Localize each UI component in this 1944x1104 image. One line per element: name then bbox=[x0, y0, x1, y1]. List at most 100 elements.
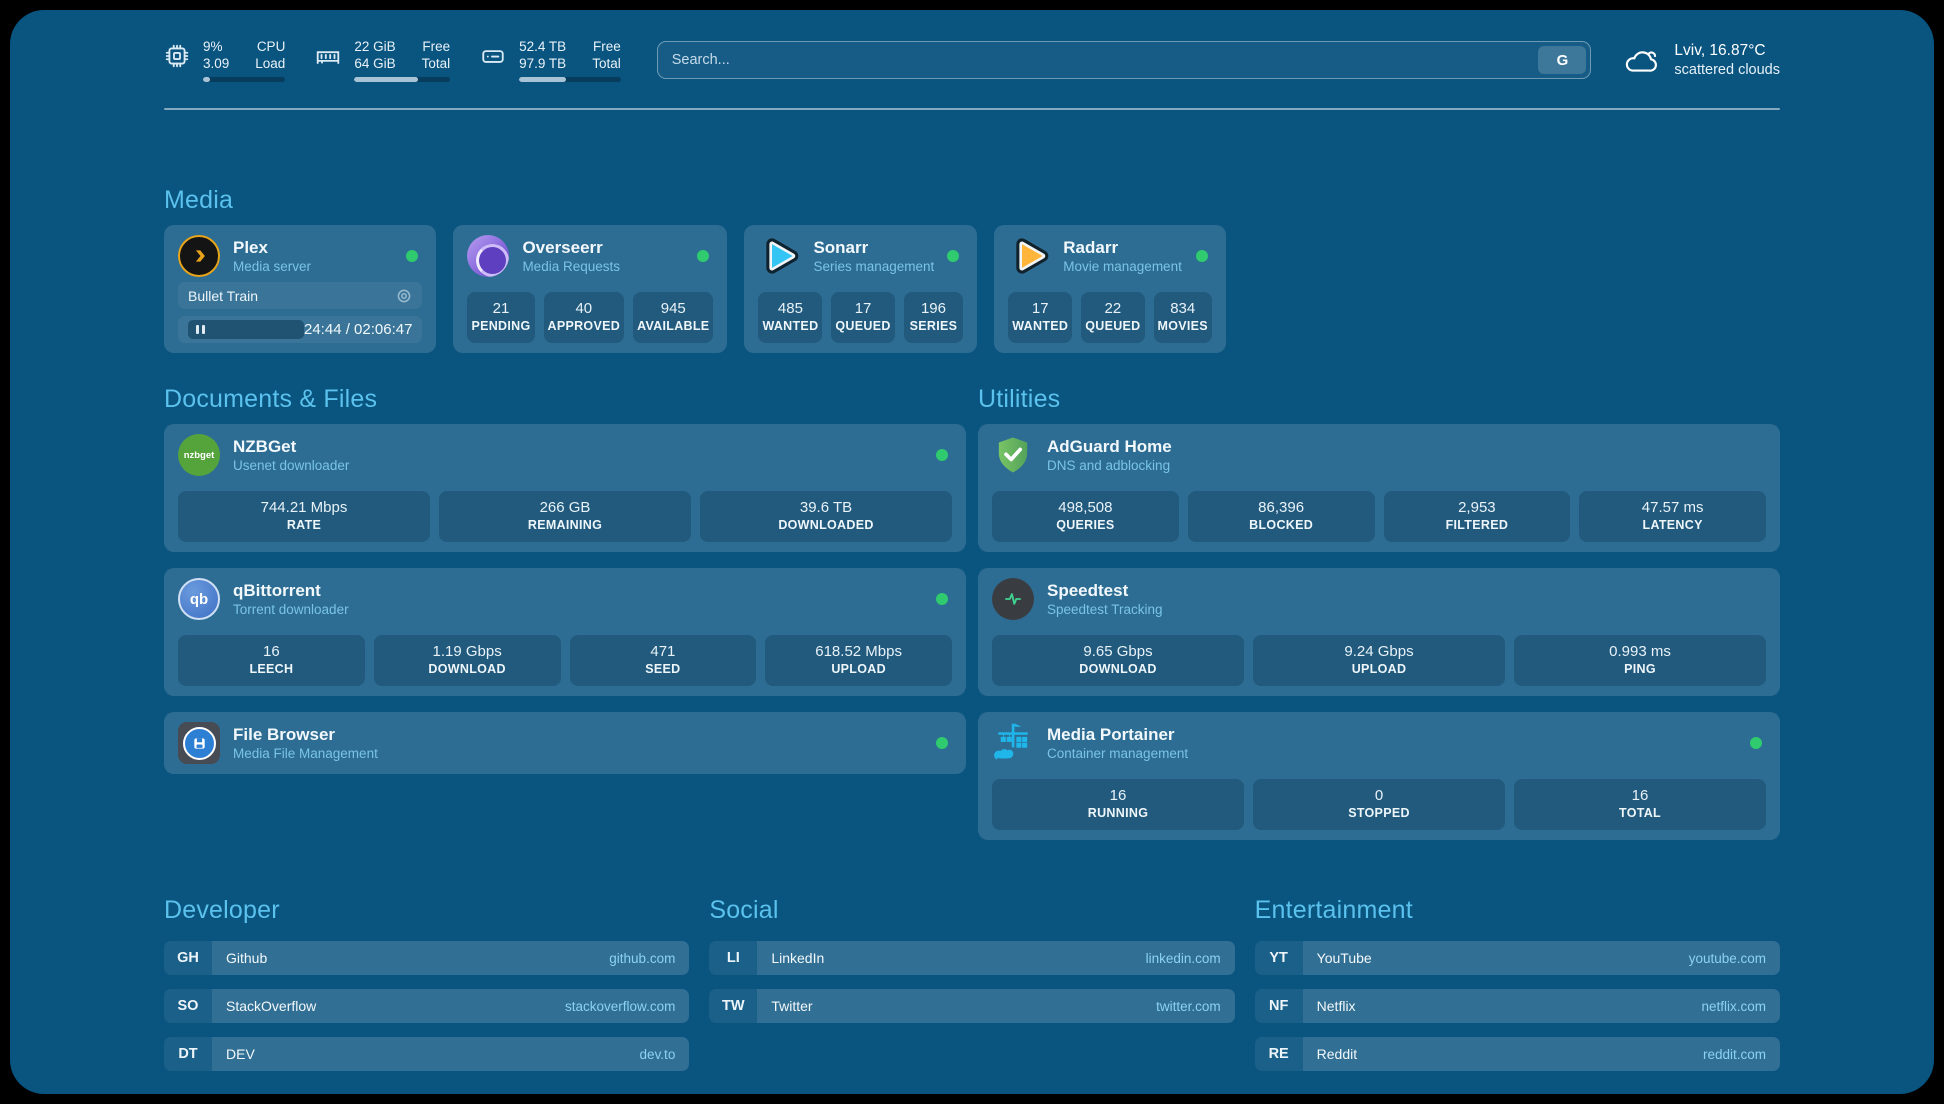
service-desc: Media Requests bbox=[522, 259, 620, 274]
nzbget-icon: nzbget bbox=[178, 434, 220, 476]
bookmark-url: reddit.com bbox=[1702, 1046, 1766, 1062]
stat-seed: 471 SEED bbox=[569, 635, 757, 686]
pause-button[interactable] bbox=[188, 320, 304, 339]
player-row: 24:44 / 02:06:47 bbox=[178, 316, 423, 343]
bookmark-github[interactable]: GH Github github.com bbox=[164, 941, 690, 975]
bookmark-abbr: LI bbox=[709, 941, 758, 975]
bookmark-abbr: YT bbox=[1254, 941, 1303, 975]
bookmark-stackoverflow[interactable]: SO StackOverflow stackoverflow.com bbox=[164, 989, 690, 1023]
bookmark-linkedin[interactable]: LI LinkedIn linkedin.com bbox=[709, 941, 1235, 975]
bookmark-abbr: NF bbox=[1254, 989, 1303, 1023]
stat-total: 16 TOTAL bbox=[1514, 779, 1766, 830]
bookmark-reddit[interactable]: RE Reddit reddit.com bbox=[1254, 1037, 1780, 1071]
service-desc: Series management bbox=[813, 259, 935, 274]
bookmark-url: twitter.com bbox=[1156, 998, 1221, 1014]
section-title-media: Media bbox=[164, 186, 234, 214]
speedtest-icon bbox=[992, 578, 1034, 620]
portainer-icon bbox=[992, 722, 1034, 764]
bookmark-dev[interactable]: DT DEV dev.to bbox=[164, 1037, 690, 1071]
stat-series: 196 SERIES bbox=[903, 292, 964, 343]
stat-rate: 744.21 Mbps RATE bbox=[178, 491, 430, 542]
stat-stopped: 0 STOPPED bbox=[1253, 779, 1505, 830]
service-name: Speedtest bbox=[1047, 581, 1129, 600]
status-dot-online bbox=[1195, 250, 1208, 262]
service-card-nzbget[interactable]: nzbget NZBGet Usenet downloader 744.21 M… bbox=[164, 424, 966, 552]
stat-running: 16 RUNNING bbox=[992, 779, 1244, 830]
service-name: Radarr bbox=[1063, 238, 1119, 257]
stat-wanted: 17 WANTED bbox=[1008, 292, 1073, 343]
overseerr-icon bbox=[467, 235, 510, 277]
bookmark-url: netflix.com bbox=[1701, 998, 1766, 1014]
status-dot-online bbox=[697, 250, 710, 262]
bookmark-abbr: DT bbox=[164, 1037, 212, 1071]
ram-icon bbox=[315, 43, 341, 69]
resource-cpu: 9% CPU 3.09 Load bbox=[164, 38, 286, 82]
service-desc: Container management bbox=[1047, 746, 1189, 761]
ram-label-2: Total bbox=[421, 56, 451, 71]
service-card-plex[interactable]: Plex Media server Bullet Train bbox=[164, 225, 437, 353]
disk-free: 52.4 TB bbox=[519, 39, 567, 54]
topbar-divider bbox=[164, 108, 1780, 110]
stat-leech: 16 LEECH bbox=[178, 635, 365, 686]
stat-downloaded: 39.6 TB DOWNLOADED bbox=[700, 491, 952, 542]
radarr-icon bbox=[1008, 235, 1050, 277]
adguard-icon bbox=[992, 434, 1034, 476]
stat-remaining: 266 GB REMAINING bbox=[439, 491, 691, 542]
weather-location: Lviv, 16.87°C bbox=[1674, 42, 1766, 59]
bookmark-group-title: Entertainment bbox=[1254, 896, 1413, 924]
disk-icon bbox=[480, 43, 506, 69]
bookmark-name: StackOverflow bbox=[226, 998, 317, 1014]
bookmark-name: YouTube bbox=[1316, 950, 1372, 966]
bookmark-group-social: Social LI LinkedIn linkedin.com TW Twitt… bbox=[709, 896, 1235, 1085]
bookmark-group-entertainment: Entertainment YT YouTube youtube.com NF … bbox=[1254, 896, 1780, 1085]
service-desc: Speedtest Tracking bbox=[1047, 602, 1163, 617]
cpu-icon bbox=[164, 43, 190, 69]
resource-memory: 22 GiB Free 64 GiB Total bbox=[315, 38, 451, 82]
stat-upload: 9.24 Gbps UPLOAD bbox=[1253, 635, 1505, 686]
stat-latency: 47.57 ms LATENCY bbox=[1579, 491, 1766, 542]
stat-pending: 21 PENDING bbox=[467, 292, 535, 343]
stat-wanted: 485 WANTED bbox=[758, 292, 823, 343]
bookmark-netflix[interactable]: NF Netflix netflix.com bbox=[1254, 989, 1780, 1023]
cpu-percent: 9% bbox=[203, 39, 223, 54]
search-bar[interactable]: G bbox=[656, 41, 1592, 79]
now-playing-row[interactable]: Bullet Train bbox=[178, 282, 423, 309]
service-card-adguard[interactable]: AdGuard Home DNS and adblocking 498,508 … bbox=[978, 424, 1780, 552]
service-card-qbittorrent[interactable]: qb qBittorrent Torrent downloader 16 LEE… bbox=[164, 568, 966, 696]
bookmark-abbr: SO bbox=[164, 989, 212, 1023]
top-bar: 9% CPU 3.09 Load bbox=[164, 10, 1780, 82]
status-dot-online bbox=[936, 737, 948, 749]
service-card-filebrowser[interactable]: File Browser Media File Management bbox=[164, 712, 966, 774]
service-card-radarr[interactable]: Radarr Movie management 17 WANTED 22 QUE… bbox=[994, 225, 1226, 353]
bookmark-name: Netflix bbox=[1316, 998, 1356, 1014]
service-name: Sonarr bbox=[813, 238, 869, 257]
bookmark-youtube[interactable]: YT YouTube youtube.com bbox=[1254, 941, 1780, 975]
service-name: Plex bbox=[233, 238, 268, 257]
stat-ping: 0.993 ms PING bbox=[1514, 635, 1766, 686]
filebrowser-icon bbox=[178, 722, 220, 764]
service-card-portainer[interactable]: Media Portainer Container management 16 … bbox=[978, 712, 1780, 840]
service-desc: DNS and adblocking bbox=[1047, 458, 1171, 473]
service-desc: Movie management bbox=[1063, 259, 1182, 274]
sonarr-icon bbox=[758, 235, 800, 277]
bookmarks: Developer GH Github github.com SO StackO… bbox=[164, 896, 1780, 1085]
bookmark-abbr: RE bbox=[1254, 1037, 1303, 1071]
stat-queued: 22 QUEUED bbox=[1081, 292, 1145, 343]
search-input[interactable] bbox=[657, 42, 1591, 78]
bookmark-url: stackoverflow.com bbox=[565, 998, 676, 1014]
session-icon[interactable] bbox=[396, 288, 412, 304]
search-provider-button[interactable]: G bbox=[1538, 46, 1587, 74]
service-card-overseerr[interactable]: Overseerr Media Requests 21 PENDING 40 A… bbox=[453, 225, 728, 353]
stat-approved: 40 APPROVED bbox=[543, 292, 625, 343]
service-name: Overseerr bbox=[522, 238, 603, 257]
stat-blocked: 86,396 BLOCKED bbox=[1187, 491, 1375, 542]
bookmark-twitter[interactable]: TW Twitter twitter.com bbox=[709, 989, 1235, 1023]
bookmark-group-developer: Developer GH Github github.com SO StackO… bbox=[164, 896, 690, 1085]
service-card-speedtest[interactable]: Speedtest Speedtest Tracking 9.65 Gbps D… bbox=[978, 568, 1780, 696]
bookmark-url: github.com bbox=[609, 950, 676, 966]
stat-movies: 834 MOVIES bbox=[1153, 292, 1212, 343]
service-name: NZBGet bbox=[233, 437, 297, 456]
service-card-sonarr[interactable]: Sonarr Series management 485 WANTED 17 Q… bbox=[744, 225, 978, 353]
disk-progress-bar bbox=[519, 77, 621, 82]
plex-icon bbox=[178, 235, 220, 277]
